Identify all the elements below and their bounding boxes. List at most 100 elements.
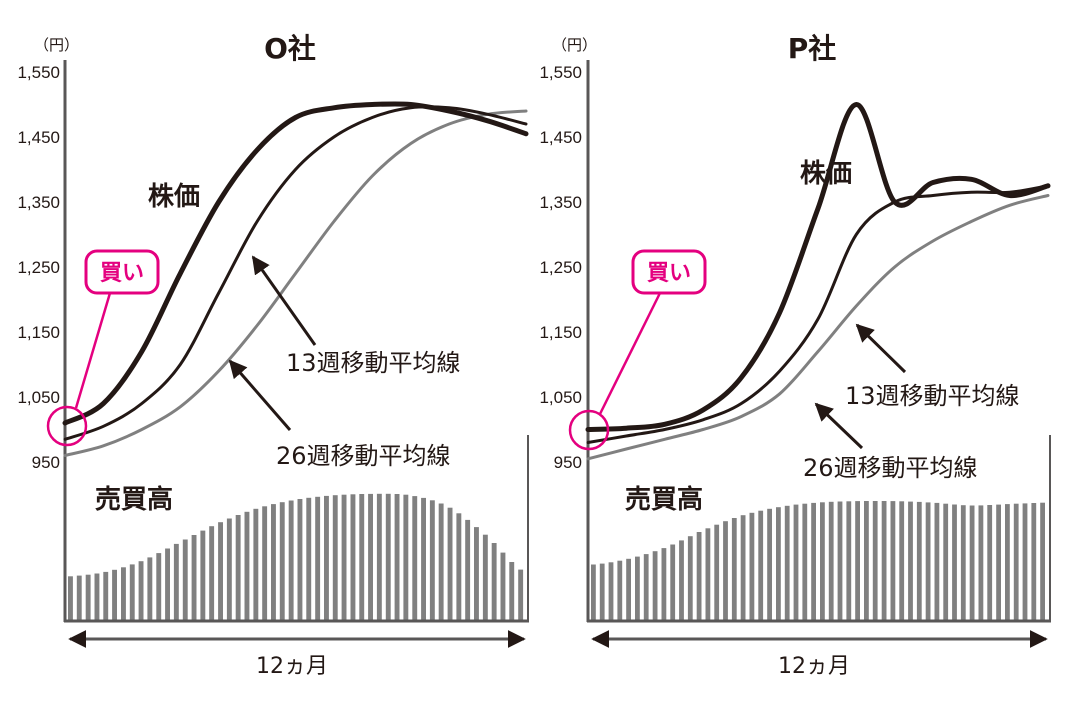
y-tick-label: 950 <box>32 453 60 472</box>
volume-bar <box>661 548 667 620</box>
y-ticks-o: 1,550 1,450 1,350 1,250 1,150 1,050 950 <box>17 63 60 472</box>
ma26-label-o: 26週移動平均線 <box>276 442 451 470</box>
ma13-arrow-p <box>855 323 907 374</box>
volume-bar <box>890 501 896 620</box>
volume-bar <box>491 543 497 620</box>
ma26-arrow-o <box>228 359 292 431</box>
volume-bar <box>652 551 658 620</box>
volume-bar <box>872 501 878 620</box>
volume-bar <box>244 511 250 620</box>
price-line <box>62 101 529 426</box>
volume-bar <box>129 564 135 620</box>
volume-bar <box>960 505 966 620</box>
volume-bar <box>262 506 268 620</box>
volume-bar <box>482 534 488 620</box>
ma13-line <box>586 184 1050 444</box>
volume-bar <box>315 496 321 620</box>
volume-bar <box>784 505 790 620</box>
volume-bar <box>518 569 524 620</box>
volume-bar <box>881 501 887 620</box>
lines-p <box>585 102 1051 461</box>
volume-bar <box>916 501 922 620</box>
volume-bar <box>864 501 869 620</box>
volume-bar <box>969 505 975 620</box>
volume-bar <box>1013 503 1019 620</box>
volume-bar <box>94 573 100 620</box>
volume-bar <box>855 501 860 620</box>
y-tick-label: 1,350 <box>17 193 60 212</box>
buy-marker-o <box>46 405 88 447</box>
volume-bar <box>996 504 1001 620</box>
volume-bar <box>749 512 755 620</box>
volume-bar <box>456 513 462 620</box>
volume-bar <box>899 501 905 620</box>
buy-label-p: 買い <box>647 261 691 286</box>
volume-bar <box>173 543 179 620</box>
price-label-o: 株価 <box>148 182 200 212</box>
volume-label-o: 売買高 <box>95 484 173 515</box>
volume-bar <box>156 553 162 620</box>
volume-bar <box>687 536 693 620</box>
volume-bar <box>429 500 435 620</box>
volume-bar <box>617 560 623 620</box>
volume-bar <box>776 507 781 620</box>
volume-bar <box>1022 503 1028 620</box>
ma13-label-p: 13週移動平均線 <box>845 382 1020 410</box>
volume-bar <box>421 497 426 620</box>
volume-bar <box>908 501 913 620</box>
ma13-line <box>63 105 528 441</box>
panel-o: O社 （円） 1,550 1,450 1,350 1,250 1,150 1,0… <box>17 32 529 679</box>
volume-bar <box>465 519 471 620</box>
ma26-line <box>63 109 528 457</box>
volume-bar <box>332 495 338 620</box>
y-tick-label: 1,450 <box>17 128 60 147</box>
volume-bar <box>121 567 126 620</box>
volume-bar <box>599 563 605 620</box>
volume-bar <box>943 503 949 620</box>
volume-bar <box>385 493 391 620</box>
volume-bar <box>235 515 241 620</box>
volume-bar <box>811 502 816 620</box>
ma26-line <box>586 194 1050 461</box>
volume-bar <box>1005 504 1010 620</box>
volume-bar <box>802 503 808 620</box>
volume-bar <box>403 494 409 620</box>
volume-bar <box>474 527 479 620</box>
buy-callout-p <box>631 249 707 295</box>
buy-pointer-o <box>74 292 112 409</box>
volume-bar <box>76 575 82 620</box>
volume-bar <box>412 496 418 620</box>
volume-bar <box>635 556 640 620</box>
volume-bar <box>368 493 373 620</box>
volume-bar <box>68 576 73 620</box>
volume-bar <box>438 503 444 620</box>
volume-bar <box>324 495 329 620</box>
volume-bar <box>209 526 215 620</box>
volume-bar <box>731 518 737 620</box>
volume-bar <box>191 535 197 620</box>
volume-bar <box>200 530 206 620</box>
volume-bar <box>670 544 676 620</box>
y-tick-label: 1,550 <box>17 63 60 82</box>
lines-o <box>62 101 529 457</box>
volume-label-p: 売買高 <box>625 484 703 515</box>
volume-bar <box>509 562 515 620</box>
volume-bar <box>925 502 931 620</box>
volume-bar <box>279 502 285 620</box>
volume-bar <box>643 554 649 620</box>
ma26-arrow-p <box>814 402 864 450</box>
volume-bar <box>740 515 746 620</box>
volume-bar <box>723 521 728 620</box>
volume-bar <box>226 518 232 620</box>
volume-bar <box>758 510 764 620</box>
volume-bar <box>359 494 365 620</box>
volume-bar <box>679 540 684 620</box>
ma13-arrow-o <box>251 255 317 346</box>
volume-bar <box>846 501 852 620</box>
volume-bar <box>341 494 347 620</box>
y-tick-label: 1,150 <box>539 323 582 342</box>
volume-bar <box>828 501 834 620</box>
volume-bar <box>934 502 940 620</box>
volume-bar <box>952 504 957 620</box>
